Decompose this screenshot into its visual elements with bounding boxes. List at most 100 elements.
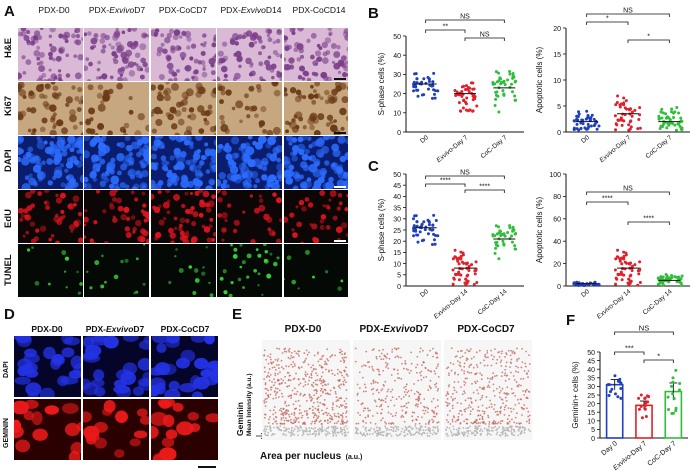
data-point bbox=[412, 89, 416, 93]
significance-label: NS bbox=[639, 324, 649, 333]
e-point bbox=[310, 366, 313, 369]
e-point bbox=[326, 419, 329, 422]
e-point bbox=[515, 365, 517, 368]
e-point bbox=[287, 356, 290, 359]
e-point bbox=[494, 422, 497, 425]
data-point bbox=[502, 80, 506, 84]
e-point bbox=[388, 422, 390, 425]
e-point bbox=[312, 402, 315, 404]
e-point bbox=[339, 397, 342, 399]
data-point bbox=[597, 124, 601, 128]
data-point bbox=[633, 108, 637, 112]
y-tick-label: 45 bbox=[393, 183, 401, 190]
e-point bbox=[343, 400, 346, 402]
e-point bbox=[276, 373, 279, 375]
e-point bbox=[373, 399, 376, 402]
plot-f-geminin: 0 5 10 15 20 25 30 35 40 45 50 Geminin+ cells (%) Da… bbox=[568, 314, 698, 474]
e-point bbox=[366, 407, 369, 410]
data-point bbox=[433, 96, 437, 100]
e-point bbox=[338, 370, 341, 373]
e-point bbox=[528, 363, 531, 365]
data-point bbox=[615, 123, 619, 127]
e-point bbox=[435, 382, 438, 385]
y-tick-label: 0 bbox=[557, 130, 561, 137]
e-point bbox=[272, 413, 275, 416]
e-point bbox=[297, 384, 300, 386]
y-tick-label: 80 bbox=[553, 194, 561, 201]
data-point bbox=[622, 250, 626, 254]
e-point bbox=[274, 387, 277, 390]
data-point bbox=[584, 127, 588, 131]
data-point bbox=[467, 269, 471, 273]
e-point bbox=[269, 356, 272, 359]
e-point bbox=[446, 404, 448, 407]
e-point bbox=[517, 366, 519, 369]
e-point bbox=[417, 391, 420, 394]
e-point bbox=[484, 422, 487, 425]
e-point bbox=[504, 379, 507, 382]
e-point bbox=[341, 404, 344, 407]
e-point bbox=[304, 359, 307, 362]
e-point bbox=[386, 353, 389, 355]
significance-bracket bbox=[643, 359, 674, 363]
e-point bbox=[307, 416, 309, 419]
data-point bbox=[512, 228, 516, 232]
e-point bbox=[494, 375, 496, 378]
data-point bbox=[672, 116, 676, 120]
e-point bbox=[509, 407, 512, 410]
e-point bbox=[269, 409, 272, 412]
e-point bbox=[528, 418, 531, 421]
data-point bbox=[587, 125, 591, 129]
e-point bbox=[457, 350, 460, 353]
significance-bracket bbox=[464, 37, 505, 41]
data-point bbox=[671, 122, 675, 126]
data-point bbox=[412, 234, 416, 238]
e-point bbox=[267, 362, 270, 365]
e-point bbox=[316, 352, 319, 355]
e-point bbox=[345, 402, 348, 405]
data-point bbox=[672, 396, 676, 400]
e-point bbox=[303, 421, 306, 424]
e-point bbox=[386, 362, 389, 365]
y-tick-label: 25 bbox=[587, 393, 595, 400]
e-point bbox=[507, 407, 510, 410]
e-point bbox=[285, 350, 288, 353]
e-point bbox=[287, 395, 290, 398]
e-point bbox=[272, 384, 275, 387]
data-point bbox=[415, 224, 419, 228]
y-tick-label: 10 bbox=[587, 419, 595, 426]
e-point bbox=[263, 378, 266, 381]
e-x-axis-label: Area per nucleus (a.u.) bbox=[260, 446, 362, 464]
data-point bbox=[620, 278, 624, 282]
micrograph-tunel-col2 bbox=[150, 244, 216, 297]
e-point bbox=[320, 423, 323, 425]
y-tick-label: 5 bbox=[397, 273, 401, 280]
e-point bbox=[308, 379, 310, 382]
e-point bbox=[431, 418, 434, 421]
e-point bbox=[485, 407, 488, 409]
e-point bbox=[378, 405, 381, 408]
data-point bbox=[621, 267, 625, 271]
e-point bbox=[527, 410, 530, 413]
e-point bbox=[272, 409, 275, 412]
e-point bbox=[460, 410, 463, 413]
e-point bbox=[380, 358, 383, 361]
e-point bbox=[287, 404, 290, 407]
data-point bbox=[614, 103, 618, 107]
data-point bbox=[499, 234, 503, 238]
e-point bbox=[484, 355, 486, 358]
e-point bbox=[380, 352, 383, 355]
e-point bbox=[265, 392, 267, 395]
micrograph-ki67-col4 bbox=[283, 82, 349, 135]
e-point bbox=[393, 404, 396, 407]
e-point bbox=[419, 372, 421, 374]
e-point bbox=[437, 375, 440, 378]
e-point bbox=[372, 348, 375, 351]
e-point bbox=[465, 359, 468, 362]
e-point bbox=[375, 357, 378, 360]
data-point bbox=[586, 123, 590, 127]
e-point bbox=[336, 422, 338, 424]
e-point bbox=[497, 421, 500, 424]
e-point bbox=[354, 347, 357, 350]
data-point bbox=[501, 239, 505, 243]
